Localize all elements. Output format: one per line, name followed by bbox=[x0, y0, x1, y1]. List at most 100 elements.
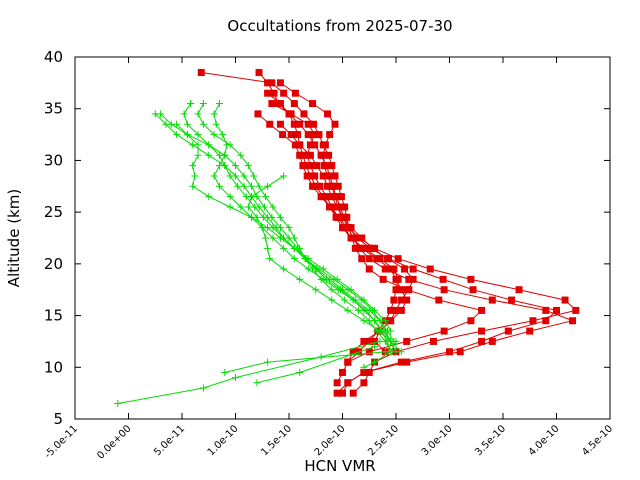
data-point bbox=[469, 286, 477, 294]
data-point bbox=[319, 193, 327, 201]
data-point bbox=[268, 79, 276, 87]
x-tick-label: 0.0e+00 bbox=[95, 423, 133, 461]
data-point bbox=[344, 358, 352, 366]
data-point bbox=[504, 327, 512, 335]
x-axis-label: HCN VMR bbox=[304, 457, 375, 475]
data-point bbox=[397, 286, 405, 294]
data-point bbox=[304, 120, 312, 128]
data-point bbox=[304, 265, 312, 273]
profile-line bbox=[363, 341, 397, 368]
data-point bbox=[360, 368, 368, 376]
data-point bbox=[328, 296, 336, 304]
data-point bbox=[360, 363, 368, 371]
data-point bbox=[251, 203, 259, 211]
data-point bbox=[316, 182, 324, 190]
data-point bbox=[390, 296, 398, 304]
data-point bbox=[194, 141, 202, 149]
data-point bbox=[162, 120, 170, 128]
data-point bbox=[569, 317, 577, 325]
x-tick-label: 2.5e-10 bbox=[366, 423, 401, 458]
data-point bbox=[311, 131, 319, 139]
data-point bbox=[312, 182, 320, 190]
profile-line bbox=[213, 103, 392, 352]
green-profile-18 bbox=[360, 337, 400, 371]
data-point bbox=[259, 213, 267, 221]
data-point bbox=[553, 306, 560, 314]
y-tick-label: 35 bbox=[44, 100, 63, 118]
data-point bbox=[387, 265, 395, 273]
data-point bbox=[285, 110, 293, 118]
data-point bbox=[205, 151, 213, 159]
data-point bbox=[360, 379, 368, 387]
data-point bbox=[296, 120, 304, 128]
data-point bbox=[306, 162, 314, 170]
y-tick-label: 30 bbox=[44, 151, 63, 169]
data-point bbox=[299, 151, 307, 159]
data-point bbox=[337, 193, 345, 201]
data-point bbox=[234, 182, 242, 190]
data-point bbox=[405, 275, 413, 283]
data-point bbox=[199, 100, 207, 108]
data-point bbox=[205, 141, 213, 149]
data-point bbox=[529, 317, 537, 325]
data-point bbox=[426, 265, 434, 273]
data-point bbox=[371, 317, 379, 325]
green-profile-10 bbox=[151, 110, 400, 356]
data-point bbox=[409, 275, 417, 283]
data-point bbox=[339, 224, 346, 232]
green-profile-14 bbox=[244, 172, 405, 356]
profile-line bbox=[280, 123, 414, 363]
data-point bbox=[347, 234, 355, 242]
data-point bbox=[371, 306, 379, 314]
data-point bbox=[210, 110, 218, 118]
data-point bbox=[310, 120, 318, 128]
data-point bbox=[173, 131, 181, 139]
data-point bbox=[403, 358, 411, 366]
y-tick-labels: 5 10 15 20 25 30 35 40 bbox=[44, 48, 63, 428]
data-point bbox=[401, 265, 409, 273]
data-point bbox=[349, 296, 357, 304]
data-point bbox=[387, 327, 395, 335]
data-point bbox=[360, 296, 368, 304]
data-point bbox=[397, 306, 405, 314]
data-point bbox=[290, 244, 298, 252]
x-tick-label: 2.0e-10 bbox=[313, 423, 348, 458]
data-point bbox=[205, 193, 213, 201]
data-point bbox=[215, 162, 223, 170]
green-profile-12 bbox=[210, 100, 395, 356]
profile-line bbox=[257, 113, 577, 394]
y-tick-label: 15 bbox=[44, 307, 63, 325]
x-tick-label: 5.0e-11 bbox=[152, 423, 187, 458]
data-point bbox=[360, 317, 368, 325]
data-point bbox=[325, 151, 333, 159]
data-point bbox=[321, 141, 329, 149]
data-point bbox=[290, 120, 298, 128]
data-point bbox=[180, 110, 188, 118]
data-point bbox=[315, 131, 323, 139]
data-point bbox=[397, 358, 405, 366]
data-point bbox=[270, 89, 278, 97]
x-tick-labels: -5.0e-11 0.0e+00 5.0e-11 1.0e-10 1.5e-10 2.0e… bbox=[43, 423, 615, 461]
data-point bbox=[210, 131, 218, 139]
data-point bbox=[319, 275, 327, 283]
data-point bbox=[240, 182, 248, 190]
data-point bbox=[280, 89, 288, 97]
data-point bbox=[285, 224, 293, 232]
data-point bbox=[199, 120, 207, 128]
data-point bbox=[542, 306, 550, 314]
data-point bbox=[276, 213, 284, 221]
data-point bbox=[376, 327, 384, 335]
profile-line bbox=[197, 103, 392, 353]
data-point bbox=[328, 286, 336, 294]
data-point bbox=[515, 286, 523, 294]
data-point bbox=[306, 172, 314, 180]
data-point bbox=[253, 213, 261, 221]
data-point bbox=[333, 389, 341, 397]
data-point bbox=[319, 151, 327, 159]
data-point bbox=[240, 172, 248, 180]
data-point bbox=[276, 234, 284, 242]
data-point bbox=[266, 120, 274, 128]
data-point bbox=[304, 255, 312, 263]
data-point bbox=[365, 255, 373, 263]
series-layer bbox=[114, 69, 580, 407]
